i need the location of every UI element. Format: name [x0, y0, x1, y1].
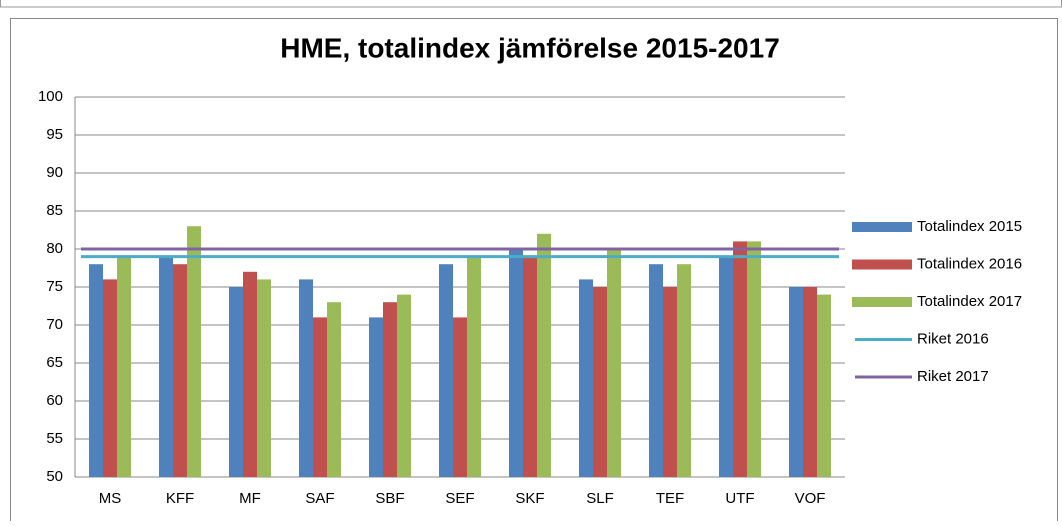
x-tick-label: MS: [99, 490, 122, 507]
y-tick-label: 50: [46, 468, 63, 485]
bar: [369, 317, 383, 477]
bar: [803, 287, 817, 477]
bar: [187, 226, 201, 477]
bar: [817, 294, 831, 477]
x-tick-label: SKF: [515, 490, 544, 507]
y-tick-label: 60: [46, 392, 63, 409]
legend-swatch: [852, 297, 912, 307]
bar: [747, 241, 761, 477]
x-tick-label: SEF: [445, 490, 474, 507]
legend-label: Totalindex 2016: [917, 255, 1022, 272]
bar: [607, 249, 621, 477]
bar: [453, 317, 467, 477]
y-tick-label: 80: [46, 240, 63, 257]
y-tick-label: 85: [46, 202, 63, 219]
bar: [537, 233, 551, 477]
bar: [299, 279, 313, 477]
bar: [649, 264, 663, 477]
bar: [257, 279, 271, 477]
x-tick-label: KFF: [166, 490, 194, 507]
bar: [159, 256, 173, 477]
y-tick-label: 70: [46, 316, 63, 333]
bar: [663, 287, 677, 477]
bar: [327, 302, 341, 477]
bar: [733, 241, 747, 477]
chart-title: HME, totalindex jämförelse 2015-2017: [280, 32, 780, 63]
bar: [89, 264, 103, 477]
x-tick-label: SLF: [586, 490, 614, 507]
bar: [509, 249, 523, 477]
bar: [173, 264, 187, 477]
bar: [117, 256, 131, 477]
bar: [523, 256, 537, 477]
bar: [229, 287, 243, 477]
x-tick-label: SAF: [305, 490, 334, 507]
y-tick-label: 75: [46, 278, 63, 295]
x-tick-label: UTF: [725, 490, 754, 507]
legend-label: Totalindex 2015: [917, 218, 1022, 235]
outer-frame: [0, 0, 1062, 8]
bar: [719, 256, 733, 477]
legend-label: Riket 2016: [917, 330, 989, 347]
y-tick-label: 55: [46, 430, 63, 447]
bar: [579, 279, 593, 477]
x-tick-label: MF: [239, 490, 261, 507]
bar: [677, 264, 691, 477]
legend-swatch: [852, 222, 912, 232]
bar: [789, 287, 803, 477]
legend-label: Riket 2017: [917, 368, 989, 385]
x-tick-label: SBF: [375, 490, 404, 507]
y-tick-label: 95: [46, 126, 63, 143]
y-tick-label: 90: [46, 164, 63, 181]
bar: [243, 271, 257, 477]
x-tick-label: TEF: [656, 490, 684, 507]
bar: [467, 256, 481, 477]
legend-label: Totalindex 2017: [917, 293, 1022, 310]
bar: [397, 294, 411, 477]
bar: [383, 302, 397, 477]
x-tick-label: VOF: [795, 490, 826, 507]
bar: [313, 317, 327, 477]
y-tick-label: 100: [38, 88, 63, 105]
legend-swatch: [852, 259, 912, 270]
bar: [103, 279, 117, 477]
y-tick-label: 65: [46, 354, 63, 371]
bar: [439, 264, 453, 477]
bar: [593, 287, 607, 477]
